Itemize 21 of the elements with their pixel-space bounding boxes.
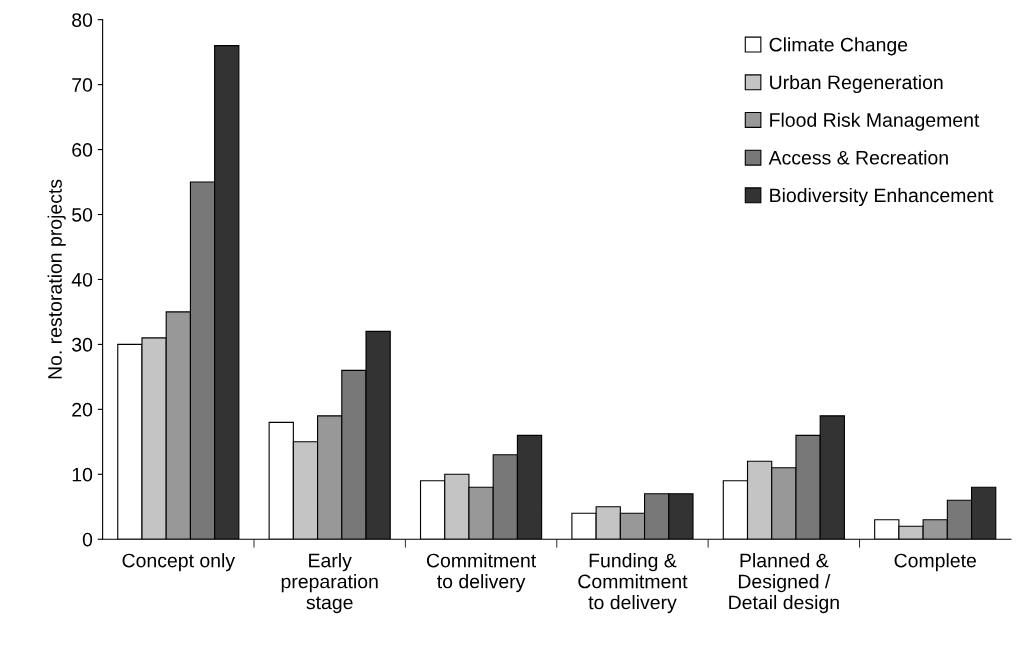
y-tick-label: 0 <box>82 532 93 547</box>
y-axis-title: No. restoration projects <box>47 179 66 379</box>
x-tick-label: Early preparation stage <box>281 553 378 614</box>
y-tick-label: 50 <box>72 207 93 222</box>
x-tick-label: Complete <box>894 553 976 572</box>
y-tick-label: 30 <box>72 337 93 352</box>
legend-label: Biodiversity Enhancement <box>770 187 994 207</box>
x-tick-label: Funding & Commitment to delivery <box>578 553 688 614</box>
y-tick-label: 70 <box>72 78 93 92</box>
x-tick-label: Commitment to delivery <box>426 553 537 593</box>
y-tick-label: 40 <box>71 272 93 287</box>
x-tick-label: Planned & Designed / Detail design <box>729 553 839 614</box>
x-tick-label: Concept only <box>122 553 236 572</box>
legend-label: Flood Risk Management <box>770 112 980 131</box>
legend-label: Climate Change <box>769 37 908 56</box>
legend-label: Urban Regeneration <box>770 74 943 94</box>
y-tick-label: 20 <box>72 402 93 417</box>
y-tick-label: 80 <box>72 13 93 27</box>
y-tick-label: 60 <box>72 143 93 157</box>
y-tick-label: 10 <box>72 467 93 482</box>
legend-label: Access & Recreation <box>768 150 948 165</box>
